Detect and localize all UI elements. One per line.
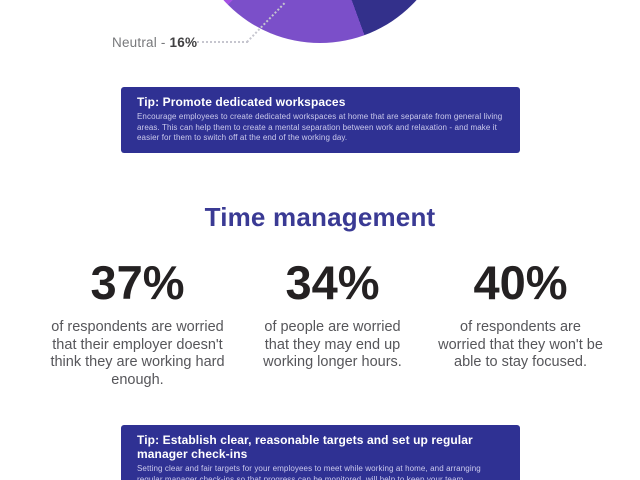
pie-slice-label-neutral: Neutral - 16%	[112, 35, 197, 50]
tip-box-targets-checkins: Tip: Establish clear, reasonable targets…	[121, 425, 520, 480]
pie-chart	[190, 0, 450, 43]
stat-description: of respondents are worried that they won…	[438, 319, 603, 370]
tip-title: Tip: Promote dedicated workspaces	[137, 95, 346, 109]
tip-body: Setting clear and fair targets for your …	[137, 464, 481, 480]
tip-body: Encourage employees to create dedicated …	[137, 112, 503, 142]
stat-longer-hours: 34% of people are worried that they may …	[240, 259, 425, 372]
tip-box-dedicated-workspaces: Tip: Promote dedicated workspaces Encour…	[121, 87, 520, 153]
stat-stay-focused: 40% of respondents are worried that they…	[418, 259, 623, 372]
stat-description: of respondents are worried that their em…	[50, 319, 225, 388]
pie-slice-label-prefix: Neutral -	[112, 35, 170, 50]
section-title-time-management: Time management	[204, 202, 436, 232]
stat-value: 37%	[90, 256, 185, 309]
stat-value: 34%	[285, 256, 380, 309]
pie-label-leader-line-horizontal	[197, 41, 248, 43]
stat-employer-perception: 37% of respondents are worried that thei…	[35, 259, 240, 389]
stat-description: of people are worried that they may end …	[263, 319, 402, 370]
tip-title: Tip: Establish clear, reasonable targets…	[137, 433, 473, 461]
stat-value: 40%	[473, 256, 568, 309]
pie-slice-label-value: 16%	[169, 35, 198, 50]
